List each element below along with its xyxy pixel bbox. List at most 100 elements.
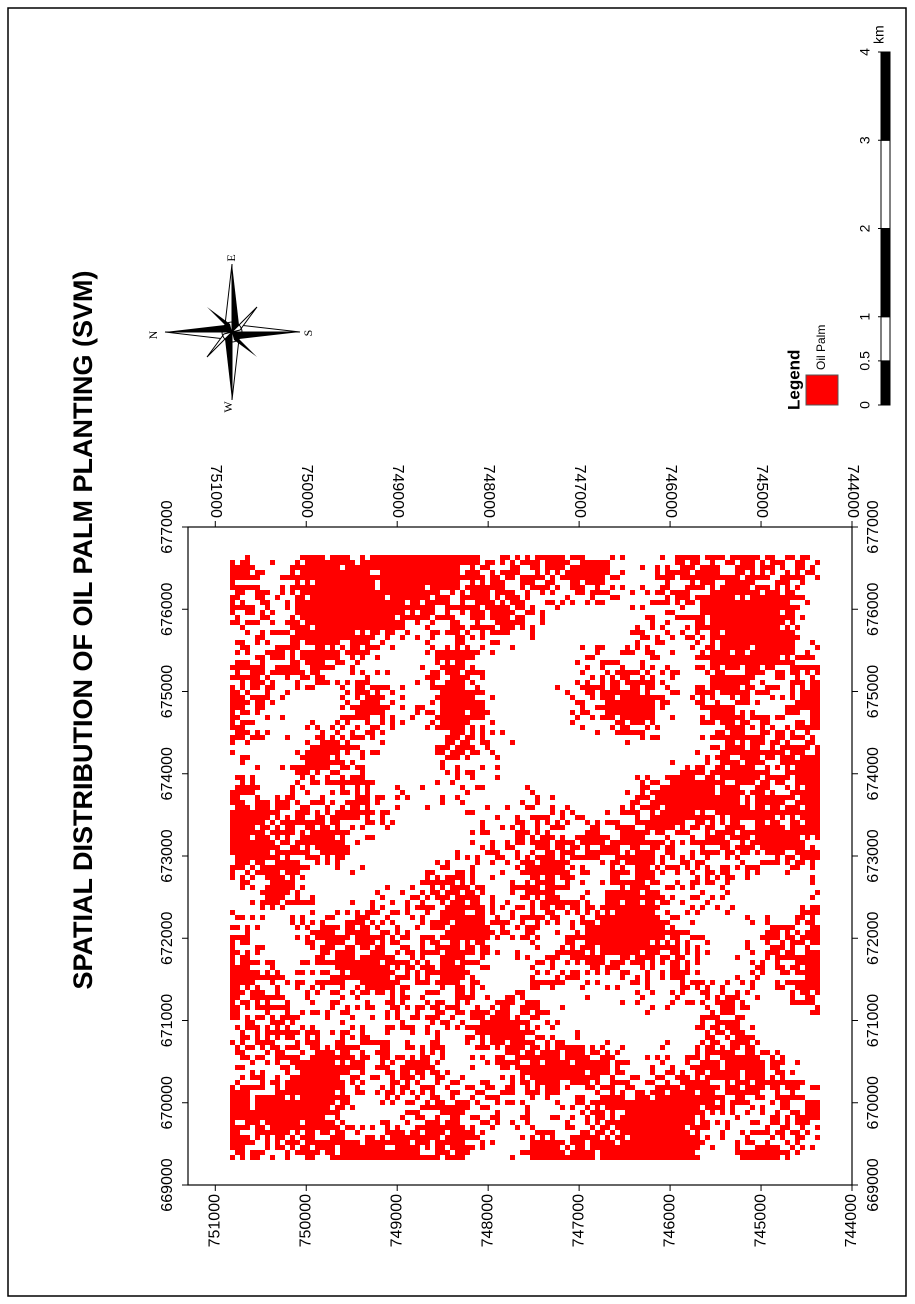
oil-palm-pixel [515,1125,520,1130]
oil-palm-pixel [285,1150,290,1160]
oil-palm-pixel [730,905,735,910]
y-tick-label: 746000 [661,1194,678,1247]
oil-palm-pixel [265,715,270,720]
oil-palm-pixel [310,1000,315,1005]
oil-palm-pixel [770,555,775,575]
oil-palm-pixel [490,895,495,915]
oil-palm-pixel [460,950,465,980]
oil-palm-pixel [285,645,290,650]
oil-palm-pixel [435,1115,440,1160]
oil-palm-pixel [720,1030,725,1035]
oil-palm-pixel [615,1080,620,1085]
oil-palm-pixel [370,1040,375,1045]
oil-palm-pixel [280,975,285,980]
oil-palm-pixel [395,910,400,915]
oil-palm-pixel [700,1110,705,1130]
oil-palm-pixel [265,885,270,905]
oil-palm-pixel [665,1095,670,1160]
oil-palm-pixel [430,1120,435,1140]
oil-palm-pixel [645,795,650,800]
oil-palm-pixel [700,1060,705,1075]
oil-palm-pixel [665,565,670,590]
y-tick-label: 748000 [480,465,497,518]
oil-palm-pixel [410,1100,415,1105]
oil-palm-pixel [250,1150,255,1160]
oil-palm-pixel [485,585,490,610]
oil-palm-pixel [710,770,715,810]
oil-palm-pixel [510,1155,515,1160]
oil-palm-pixel [580,1095,585,1105]
oil-palm-pixel [695,685,700,695]
oil-palm-pixel [745,600,750,650]
oil-palm-pixel [785,785,790,790]
oil-palm-pixel [700,1040,705,1045]
oil-palm-pixel [545,600,550,605]
oil-palm-pixel [805,930,810,940]
oil-palm-pixel [690,935,695,940]
oil-palm-pixel [290,615,295,630]
oil-palm-pixel [290,845,295,855]
oil-palm-pixel [505,920,510,925]
oil-palm-pixel [440,935,445,940]
oil-palm-pixel [520,1020,525,1025]
oil-palm-pixel [630,680,635,725]
oil-palm-pixel [520,600,525,610]
oil-palm-pixel [465,1085,470,1090]
oil-palm-pixel [615,1095,620,1110]
oil-palm-pixel [535,945,540,950]
oil-palm-pixel [270,1155,275,1160]
oil-palm-pixel [560,945,565,955]
oil-palm-pixel [525,1000,530,1015]
oil-palm-pixel [540,815,545,820]
oil-palm-pixel [675,880,680,885]
oil-palm-pixel [530,560,535,570]
oil-palm-pixel [650,870,655,885]
oil-palm-pixel [520,1030,525,1050]
oil-palm-pixel [575,1135,580,1160]
compass-north: N [146,330,160,339]
oil-palm-pixel [755,735,760,765]
oil-palm-pixel [740,555,745,575]
oil-palm-pixel [295,840,300,855]
oil-palm-pixel [445,1070,450,1075]
oil-palm-pixel [465,790,470,795]
oil-palm-pixel [470,555,475,600]
oil-palm-pixel [800,1135,805,1140]
oil-palm-pixel [465,960,470,965]
oil-palm-pixel [545,1020,550,1025]
oil-palm-pixel [485,830,490,835]
oil-palm-pixel [255,1055,260,1060]
oil-palm-pixel [795,605,800,610]
oil-palm-pixel [355,660,360,665]
oil-palm-pixel [370,575,375,640]
oil-palm-pixel [765,930,770,945]
oil-palm-pixel [720,1020,725,1025]
oil-palm-pixel [290,765,295,770]
oil-palm-pixel [480,1080,485,1085]
oil-palm-pixel [660,920,665,940]
oil-palm-pixel [455,965,460,1015]
oil-palm-pixel [540,585,545,595]
oil-palm-pixel [270,1015,275,1025]
oil-palm-pixel [425,870,430,885]
oil-palm-pixel [600,1140,605,1160]
oil-palm-pixel [595,820,600,845]
oil-palm-pixel [785,1095,790,1110]
oil-palm-pixel [300,1050,305,1055]
oil-palm-pixel [815,1100,820,1120]
oil-palm-pixel [530,575,535,590]
oil-palm-pixel [715,755,720,760]
oil-palm-pixel [265,1130,270,1150]
oil-palm-pixel [780,810,785,820]
oil-palm-pixel [630,1100,635,1160]
oil-palm-pixel [305,990,310,1000]
oil-palm-pixel [625,1080,630,1090]
oil-palm-pixel [460,650,465,670]
x-tick-label: 674000 [159,747,176,800]
oil-palm-pixel [235,925,240,930]
oil-palm-pixel [405,605,410,610]
oil-palm-pixel [355,1045,360,1050]
oil-palm-pixel [650,1005,655,1010]
oil-palm-pixel [630,880,635,955]
oil-palm-pixel [445,630,450,635]
